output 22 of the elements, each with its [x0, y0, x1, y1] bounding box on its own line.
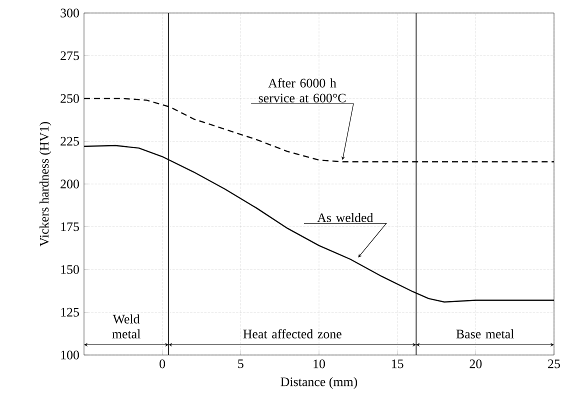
y-tick-label: 175 — [61, 222, 79, 232]
y-tick-label: 200 — [60, 180, 79, 188]
y-tick-label: 150 — [61, 265, 79, 274]
annotation: Base metal — [456, 329, 514, 338]
annotation: As welded — [317, 213, 374, 222]
x-tick-label: 0 — [160, 360, 166, 368]
x-tick-label: 15 — [392, 360, 404, 368]
x-tick-label: 20 — [470, 360, 482, 368]
y-tick-label: 250 — [60, 94, 79, 103]
y-tick-label: 125 — [61, 308, 79, 317]
x-tick-label: 5 — [238, 360, 244, 368]
annotation: After 6000 h service at 600°C — [258, 78, 346, 102]
annotation: Weld metal — [112, 314, 140, 338]
x-tick-label: 10 — [314, 360, 325, 368]
y-tick-label: 100 — [61, 350, 79, 360]
annotation: Heat affected zone — [243, 329, 342, 338]
y-tick-label: 275 — [60, 51, 79, 60]
x-tick-label: 25 — [548, 360, 560, 368]
x-axis-title: Distance (mm) — [280, 377, 358, 389]
y-tick-label: 300 — [60, 8, 79, 18]
y-axis-title: Vickers hardness (HV1) — [39, 122, 52, 246]
y-tick-label: 225 — [60, 136, 79, 146]
